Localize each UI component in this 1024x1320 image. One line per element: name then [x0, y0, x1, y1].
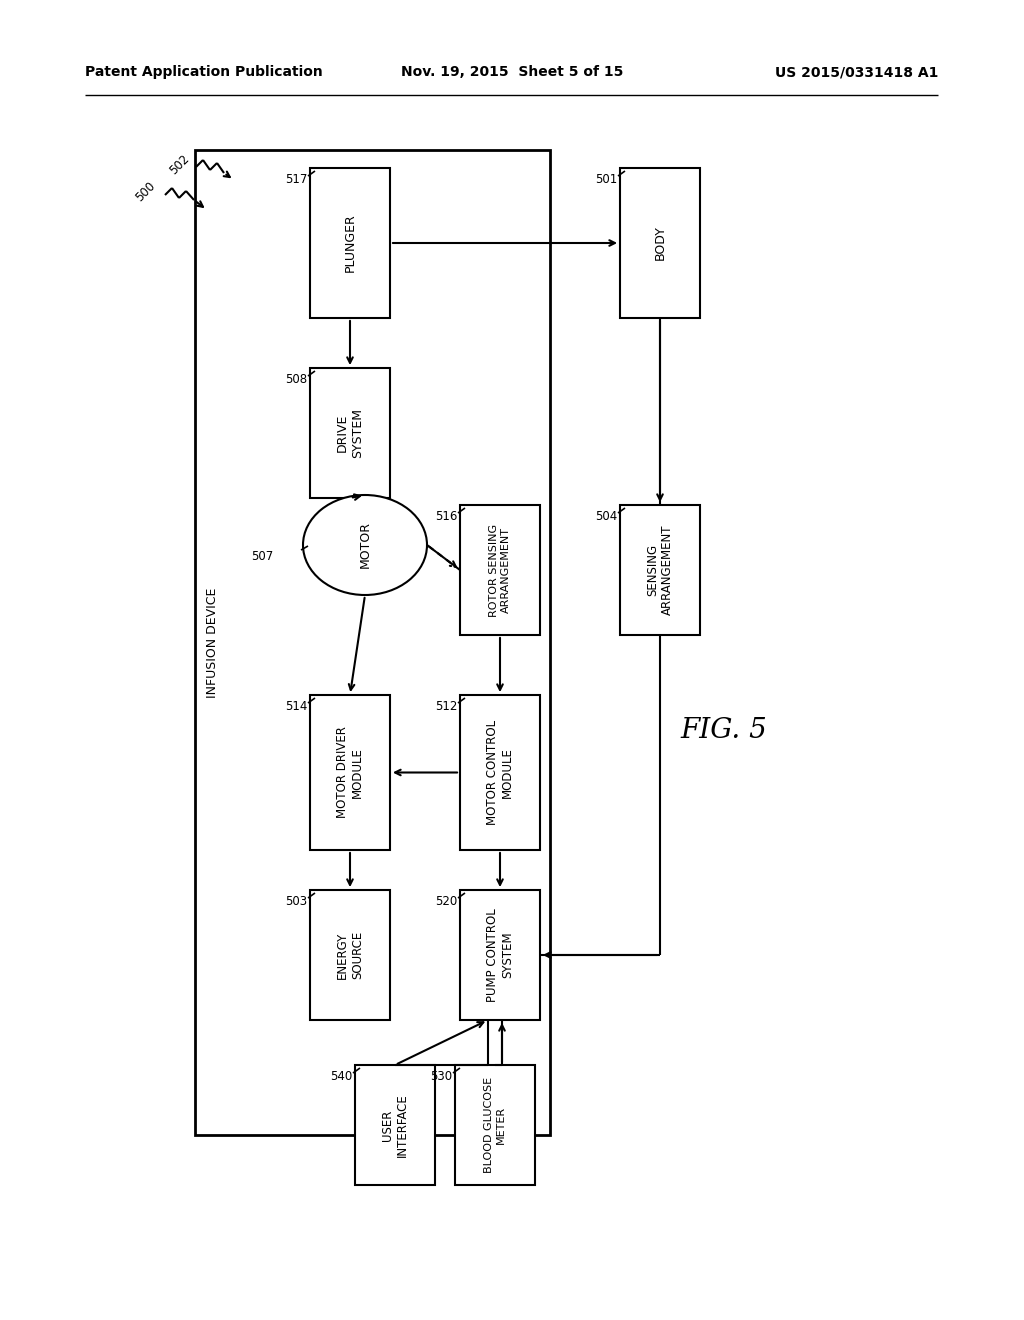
Text: 504: 504	[595, 510, 617, 523]
Bar	[195, 150, 550, 1135]
Text: 507: 507	[251, 550, 273, 564]
Bar	[460, 506, 540, 635]
Bar	[455, 1065, 535, 1185]
Text: Nov. 19, 2015  Sheet 5 of 15: Nov. 19, 2015 Sheet 5 of 15	[400, 65, 624, 79]
Text: 501: 501	[595, 173, 617, 186]
Bar	[620, 168, 700, 318]
Bar	[460, 890, 540, 1020]
Text: 503: 503	[285, 895, 307, 908]
Text: MOTOR DRIVER
MODULE: MOTOR DRIVER MODULE	[336, 726, 364, 818]
Text: MOTOR CONTROL
MODULE: MOTOR CONTROL MODULE	[486, 719, 514, 825]
Text: PUMP CONTROL
SYSTEM: PUMP CONTROL SYSTEM	[486, 908, 514, 1002]
Bar	[620, 506, 700, 635]
Text: INFUSION DEVICE: INFUSION DEVICE	[207, 587, 219, 698]
Text: USER
INTERFACE: USER INTERFACE	[381, 1093, 409, 1156]
Bar	[310, 168, 390, 318]
Bar	[355, 1065, 435, 1185]
Text: 514: 514	[285, 700, 307, 713]
Text: BLOOD GLUCOSE
METER: BLOOD GLUCOSE METER	[484, 1077, 506, 1173]
Text: SENSING
ARRANGEMENT: SENSING ARRANGEMENT	[646, 525, 674, 615]
Text: ENERGY
SOURCE: ENERGY SOURCE	[336, 931, 364, 979]
Text: 530: 530	[430, 1071, 452, 1082]
Text: 500: 500	[133, 180, 158, 205]
Text: 540: 540	[330, 1071, 352, 1082]
Text: Patent Application Publication: Patent Application Publication	[85, 65, 323, 79]
Text: 517: 517	[285, 173, 307, 186]
Bar	[310, 368, 390, 498]
Bar	[310, 696, 390, 850]
Text: ROTOR SENSING
ARRANGEMENT: ROTOR SENSING ARRANGEMENT	[489, 524, 511, 616]
Text: FIG. 5: FIG. 5	[680, 717, 767, 743]
Bar	[460, 696, 540, 850]
Ellipse shape	[303, 495, 427, 595]
Bar	[310, 890, 390, 1020]
Text: 520: 520	[435, 895, 457, 908]
Text: DRIVE
SYSTEM: DRIVE SYSTEM	[336, 408, 364, 458]
Text: 502: 502	[167, 153, 193, 177]
Text: US 2015/0331418 A1: US 2015/0331418 A1	[774, 65, 938, 79]
Text: 508: 508	[285, 374, 307, 385]
Text: BODY: BODY	[653, 226, 667, 260]
Text: 512: 512	[434, 700, 457, 713]
Text: MOTOR: MOTOR	[358, 521, 372, 569]
Text: 516: 516	[434, 510, 457, 523]
Text: PLUNGER: PLUNGER	[343, 214, 356, 272]
